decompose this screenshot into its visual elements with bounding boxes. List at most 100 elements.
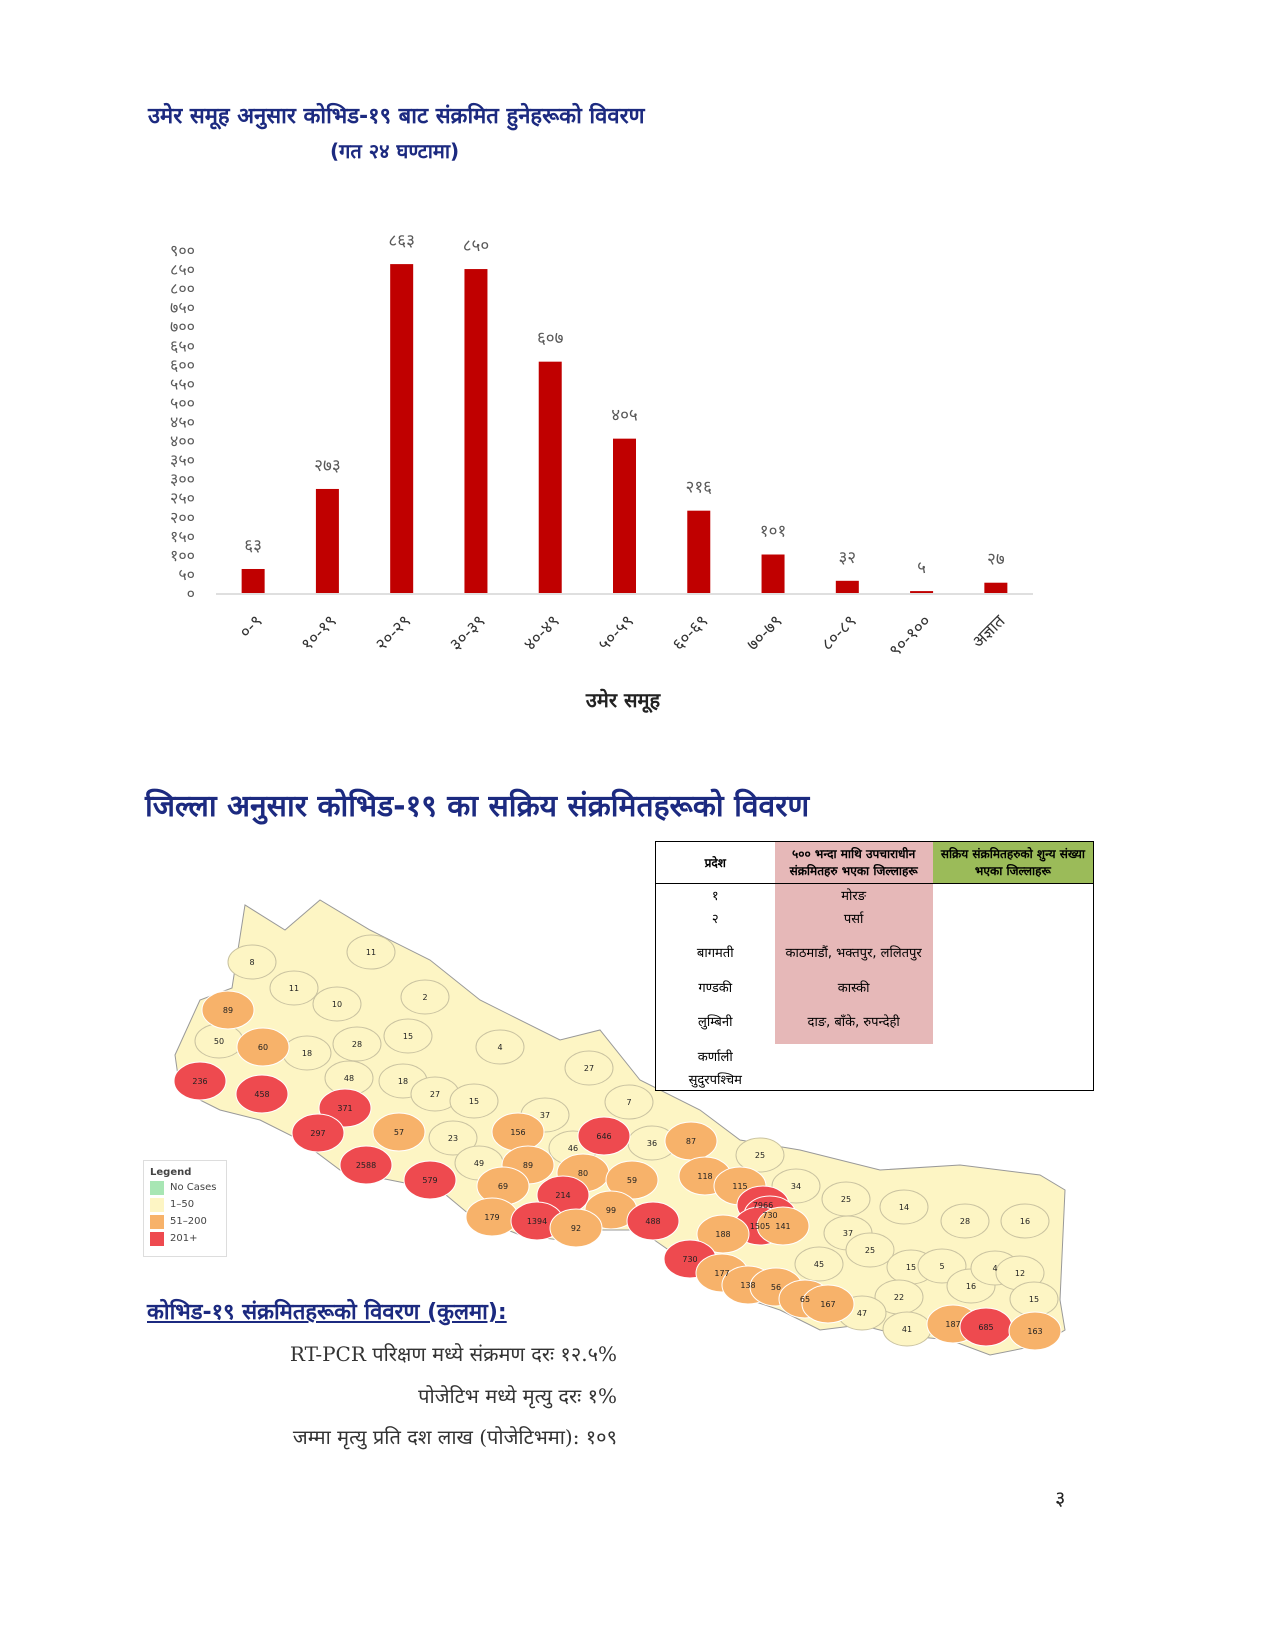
district-label: 99 [606,1206,616,1215]
x-tick-label: १०-१९ [297,611,340,654]
district-label: 1394 [527,1217,547,1226]
y-tick-label: ३०० [170,470,195,489]
district [475,1029,525,1065]
district-label: 25 [865,1246,875,1255]
bar [761,554,785,593]
district [383,1018,433,1054]
district-label: 27 [584,1064,594,1073]
x-tick-label: ५०-५९ [595,611,638,654]
district [312,986,362,1022]
table-cell-empty [933,929,1093,975]
table-row: बागमती काठमाडौं, भक्तपुर, ललितपुर [656,929,1093,975]
bar [910,591,934,593]
header-cell: ५०० भन्दा माथि उपचाराधीन संक्रमितहरु भएक… [774,842,933,883]
district [1000,1203,1050,1239]
legend-item: 201+ [150,1231,220,1246]
district [403,1160,457,1200]
district-label: 579 [422,1176,437,1185]
value-label: ६०७ [537,329,564,349]
district [801,1284,855,1324]
value-label: ३२ [838,548,856,568]
y-tick-label: ४५० [170,413,195,432]
y-tick-label: ८५० [170,260,195,279]
district [428,1120,478,1156]
table-cell: काठमाडौं, भक्तपुर, ललितपुर [774,929,933,975]
y-tick-label: ५० [178,565,195,584]
y-tick-label: ६०० [170,355,195,374]
district-label: 297 [310,1129,325,1138]
district-label: 28 [960,1217,970,1226]
district [339,1145,393,1185]
table-cell: लुम्बिनी [698,1015,733,1030]
district-label: 138 [740,1281,755,1290]
table-row: लुम्बिनी दाङ, बाँके, रुपन्देही [656,998,1093,1044]
y-tick-label: १५० [170,527,195,546]
table-cell: कास्की [774,975,933,998]
district-label: 141 [775,1222,790,1231]
y-tick-label: ० [187,584,195,603]
map-title: जिल्ला अनुसार कोभिड-१९ का सक्रिय संक्रमि… [145,789,810,824]
chart-title: उमेर समूह अनुसार कोभिड-१९ बाट संक्रमित ह… [148,104,645,129]
table-cell-empty [933,975,1093,998]
district-label: 8 [249,958,254,967]
table-cell: दाङ, बाँके, रुपन्देही [774,998,933,1044]
chart-subtitle: (गत २४ घण्टामा) [330,139,460,163]
district-label: 37 [843,1229,853,1238]
district-label: 371 [337,1104,352,1113]
district [400,979,450,1015]
district-label: 47 [857,1309,867,1318]
bar [464,269,488,593]
district-label: 25 [755,1151,765,1160]
district [577,1116,631,1156]
legend-item: 51–200 [150,1214,220,1229]
x-tick-label: अज्ञात [968,611,1009,652]
legend-swatch [150,1214,164,1229]
district [604,1084,654,1120]
x-tick-label: ७०-७९ [743,611,786,654]
district-label: 80 [578,1169,588,1178]
district-label: 36 [647,1139,657,1148]
table-grid: प्रदेश ५०० भन्दा माथि उपचाराधीन संक्रमितह… [656,842,1093,1090]
district-label: 15 [1029,1295,1039,1304]
table-row: २ पर्सा [656,906,1093,929]
page-number: ३ [1055,1486,1066,1510]
district-label: 7966 [753,1201,773,1210]
summary-line: पोजेटिभ मध्ये मृत्यु दरः १% [418,1384,617,1408]
legend-item: No Cases [150,1180,220,1195]
bar [984,582,1008,593]
y-tick-label: ४०० [170,432,195,451]
district-label: 56 [771,1283,781,1292]
table-cell: बागमती [696,946,734,961]
value-label: ५ [917,558,926,578]
x-tick-label: ६०-६९ [669,611,712,654]
district-label: 488 [645,1217,660,1226]
table-cell-empty [775,1067,933,1090]
value-label: ६३ [244,536,262,556]
x-tick-label: ४०-४९ [520,611,563,654]
x-tick-label: २०-२९ [372,611,415,654]
district-label: 730 [762,1211,777,1220]
district-label: 18 [398,1077,408,1086]
district-label: 50 [214,1037,224,1046]
district [626,1201,680,1241]
x-tick-label: ३०-३९ [446,611,489,654]
legend-swatch [150,1231,164,1246]
district-label: 236 [192,1077,207,1086]
district-label: 59 [627,1176,637,1185]
district-label: 188 [715,1230,730,1239]
district [346,934,396,970]
header-cell: सक्रिय संक्रमितहरुको शुन्य संख्या भएका ज… [932,842,1093,883]
district-label: 187 [945,1320,960,1329]
district-label: 10 [332,1000,342,1009]
table-cell-empty [933,1067,1093,1090]
table-row: १ मोरङ [656,883,1093,906]
value-label: ८५० [463,236,490,256]
y-tick-label: ५५० [170,374,195,393]
legend-label: 1–50 [170,1199,195,1210]
bar [390,264,414,593]
district-label: 7 [626,1098,631,1107]
district-label: 18 [302,1049,312,1058]
legend-label: No Cases [170,1182,217,1193]
